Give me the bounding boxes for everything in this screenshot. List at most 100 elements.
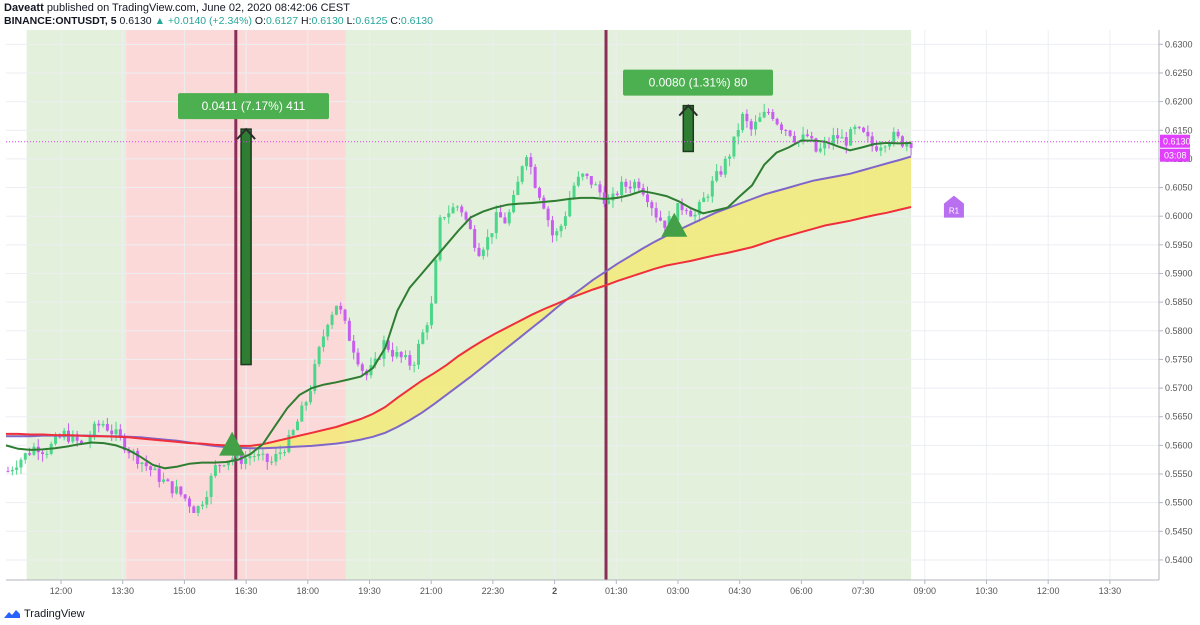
candle-body [576, 176, 580, 186]
candle-body [144, 462, 148, 467]
price-tick-label: 0.6300 [1165, 39, 1193, 49]
candle-body [317, 347, 321, 365]
candle-body [862, 127, 866, 132]
tradingview-logo-icon [4, 610, 20, 618]
candle-body [308, 391, 312, 403]
candle-body [715, 171, 719, 181]
candle-body [183, 494, 187, 499]
candle-body [313, 364, 317, 392]
candle-body [54, 435, 58, 444]
price-tick-label: 0.6150 [1165, 125, 1193, 135]
time-tick-label: 12:00 [50, 586, 73, 596]
candle-body [45, 453, 49, 455]
candle-body [10, 469, 14, 472]
candle-body [892, 131, 896, 143]
chart-grid [6, 30, 1159, 580]
candle-body [213, 465, 217, 476]
candle-body [378, 358, 382, 360]
candle-body [19, 459, 23, 468]
candle-body [823, 142, 827, 149]
tradingview-brand[interactable]: TradingView [24, 608, 85, 620]
price-tick-label: 0.5700 [1165, 383, 1193, 393]
price-tick-label: 0.5750 [1165, 354, 1193, 364]
candle-body [412, 364, 416, 366]
candle-body [326, 324, 330, 337]
time-tick-label: 15:00 [173, 586, 196, 596]
candle-body [749, 121, 753, 130]
price-tick-label: 0.6250 [1165, 68, 1193, 78]
candle-body [654, 208, 658, 218]
candle-body [719, 171, 723, 175]
background-zone-bullish [345, 30, 912, 580]
candle-body [395, 351, 399, 357]
candle-body [248, 456, 252, 459]
candle-body [300, 405, 304, 422]
candle-body [792, 135, 796, 143]
candle-body [205, 496, 209, 505]
low-value: 0.6125 [355, 15, 388, 27]
buy-signal-triangle-icon [219, 431, 246, 456]
candle-body [853, 126, 857, 130]
low-label: L: [346, 15, 356, 27]
candle-body [92, 423, 96, 437]
candle-body [468, 219, 472, 230]
candle-body [814, 138, 818, 152]
fast-ma-line [5, 139, 912, 470]
candle-body [222, 465, 226, 467]
candle-body [676, 203, 680, 221]
candle-body [745, 113, 749, 122]
candle-body [658, 217, 662, 221]
candle-body [758, 117, 762, 122]
high-value: 0.6130 [311, 15, 344, 27]
candle-body [274, 453, 278, 462]
candle-body [153, 468, 157, 471]
candle-body [283, 452, 287, 454]
candle-body [157, 468, 161, 482]
candle-body [628, 186, 632, 189]
candle-body [594, 184, 598, 186]
candle-body [321, 336, 325, 348]
trade-arrow-icon [678, 104, 699, 117]
candle-body [356, 352, 360, 365]
candle-body [343, 309, 347, 321]
candle-body [684, 210, 688, 212]
close-label: C: [390, 15, 401, 27]
candle-body [516, 181, 520, 196]
candle-body [15, 467, 19, 470]
author-name[interactable]: Daveatt [4, 2, 44, 14]
candle-body [870, 136, 874, 147]
candle-body [226, 460, 230, 466]
candle-body [805, 134, 809, 137]
candle-body [706, 196, 710, 198]
candle-body [58, 435, 62, 438]
candle-body [464, 212, 468, 220]
candle-body [447, 213, 451, 218]
candle-body [900, 136, 904, 147]
candle-body [563, 216, 567, 226]
signal-vertical-lines [234, 30, 608, 580]
candle-body [218, 465, 222, 467]
time-tick-label: 10:30 [975, 586, 998, 596]
candle-body [702, 197, 706, 203]
time-tick-label: 04:30 [728, 586, 751, 596]
candle-body [79, 440, 83, 444]
candle-body [287, 435, 291, 453]
candle-body [559, 225, 563, 232]
trade-annotations: 0.0411 (7.17%) 411 0.0080 (1.31%) 80 R1 [178, 69, 964, 456]
candle-body [127, 450, 131, 454]
candle-body [101, 423, 105, 426]
candle-body [836, 135, 840, 139]
candle-body [105, 423, 109, 431]
candle-body [810, 136, 814, 139]
candle-body [451, 207, 455, 214]
candle-body [615, 193, 619, 195]
candle-body [114, 429, 118, 435]
candle-body [97, 423, 101, 426]
candle-body [693, 214, 697, 217]
candle-body [270, 461, 274, 463]
symbol-label[interactable]: BINANCE:ONTUSDT, 5 [4, 15, 117, 27]
candle-body [831, 135, 835, 145]
candle-body [728, 156, 732, 159]
candle-body [689, 210, 693, 217]
